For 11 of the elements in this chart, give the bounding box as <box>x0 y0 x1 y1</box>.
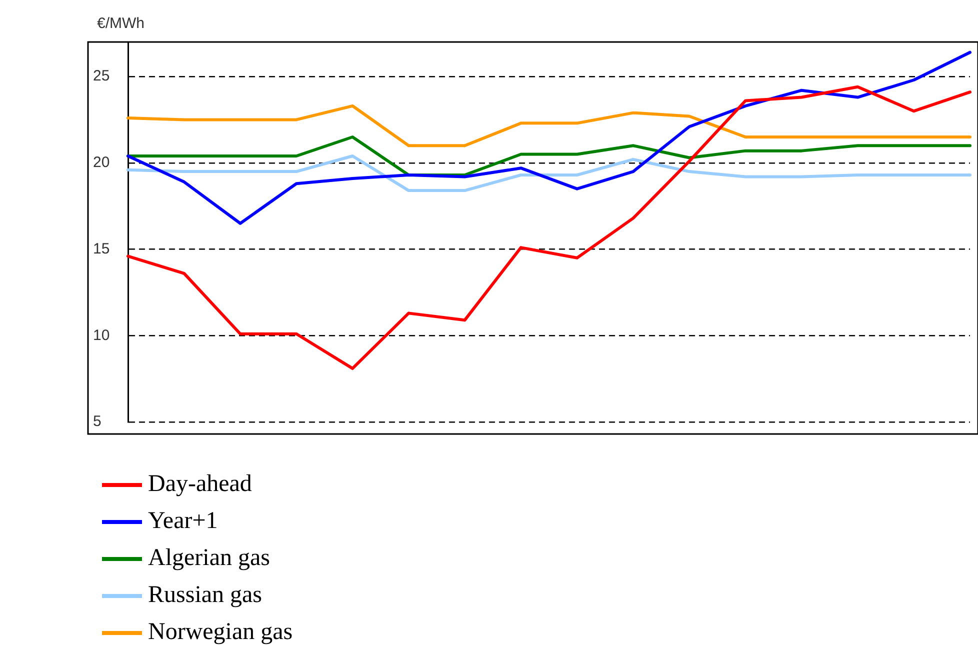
legend-label: Year+1 <box>148 507 218 536</box>
legend-label: Russian gas <box>148 581 262 610</box>
y-tick-label: 20 <box>93 154 110 172</box>
y-axis-title: €/MWh <box>97 15 145 32</box>
y-tick-label: 25 <box>93 68 110 85</box>
y-tick-label: 15 <box>93 240 110 258</box>
y-tick-label: 10 <box>93 326 110 344</box>
legend-label: Algerian gas <box>148 544 270 573</box>
legend-label: Day-ahead <box>148 470 252 499</box>
legend-label: Norwegian gas <box>148 618 293 646</box>
y-tick-label: 5 <box>93 413 102 430</box>
